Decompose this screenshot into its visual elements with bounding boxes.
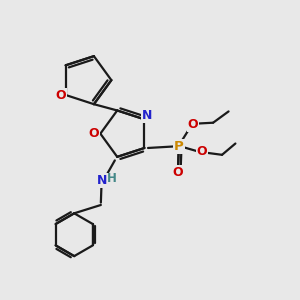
- Text: N: N: [97, 174, 107, 187]
- Text: H: H: [107, 172, 117, 185]
- Text: O: O: [88, 127, 99, 140]
- Text: N: N: [142, 109, 152, 122]
- Text: O: O: [173, 166, 183, 179]
- Text: O: O: [196, 145, 207, 158]
- Text: O: O: [55, 88, 66, 101]
- Text: O: O: [188, 118, 198, 131]
- Text: P: P: [174, 140, 184, 153]
